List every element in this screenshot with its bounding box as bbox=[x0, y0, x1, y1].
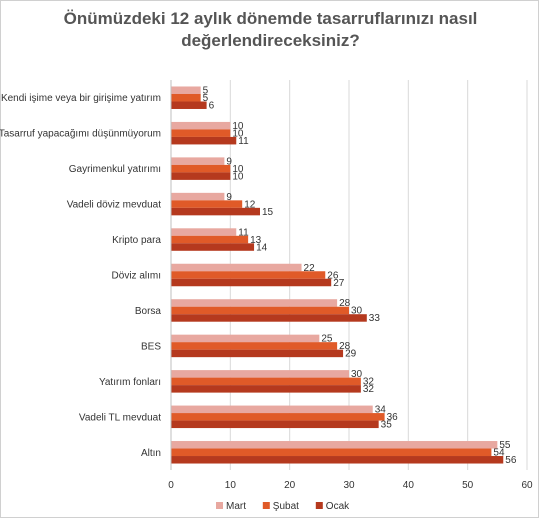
bar-şubat bbox=[171, 448, 492, 457]
chart-title: Önümüzdeki 12 aylık dönemde tasarrufları… bbox=[0, 8, 541, 52]
category-label: Kripto para bbox=[112, 235, 161, 246]
chart-title-line-1: Önümüzdeki 12 aylık dönemde tasarrufları… bbox=[63, 9, 478, 28]
bar-şubat bbox=[171, 342, 338, 350]
data-label: 28 bbox=[339, 298, 351, 309]
data-label: 13 bbox=[250, 235, 262, 246]
bar-ocak bbox=[171, 278, 332, 287]
bar-ocak bbox=[171, 420, 379, 429]
category-label: Altın bbox=[141, 448, 161, 459]
bar-mart bbox=[171, 405, 373, 414]
bar-mart bbox=[171, 370, 349, 378]
bar-mart bbox=[171, 157, 225, 165]
legend-label: Şubat bbox=[273, 501, 299, 512]
data-label: 32 bbox=[363, 384, 375, 395]
x-tick-label: 50 bbox=[462, 480, 474, 491]
data-label: 5 bbox=[203, 85, 209, 96]
data-label: 27 bbox=[333, 278, 345, 289]
legend-label: Ocak bbox=[326, 501, 350, 512]
bar-şubat bbox=[171, 164, 231, 173]
x-tick-label: 0 bbox=[168, 480, 174, 491]
data-label: 11 bbox=[238, 227, 249, 238]
bar-ocak bbox=[171, 101, 207, 109]
category-label: Vadeli döviz mevduat bbox=[67, 200, 162, 211]
bar-ocak bbox=[171, 456, 504, 464]
bar-ocak bbox=[171, 349, 344, 358]
data-label: 55 bbox=[499, 440, 511, 451]
data-label: 28 bbox=[339, 341, 351, 352]
bar-mart bbox=[171, 121, 231, 130]
bar-şubat bbox=[171, 413, 385, 421]
bar-şubat bbox=[171, 235, 249, 244]
bar-mart bbox=[171, 86, 201, 94]
bar-şubat bbox=[171, 271, 326, 279]
bar-ocak bbox=[171, 243, 255, 251]
data-label: 14 bbox=[256, 242, 268, 253]
data-label: 15 bbox=[262, 207, 274, 218]
data-label: 6 bbox=[209, 100, 215, 111]
category-label: Vadeli TL mevduat bbox=[79, 412, 161, 423]
data-label: 10 bbox=[232, 128, 244, 139]
data-label: 10 bbox=[232, 164, 244, 175]
data-label: 26 bbox=[327, 270, 339, 281]
category-label: Borsa bbox=[135, 306, 162, 317]
legend-swatch-şubat bbox=[262, 502, 270, 509]
chart-title-line-2: değerlendireceksiniz? bbox=[181, 31, 360, 50]
data-label: 11 bbox=[238, 136, 249, 147]
bar-şubat bbox=[171, 129, 231, 137]
data-label: 9 bbox=[226, 156, 232, 167]
bar-mart bbox=[171, 263, 302, 272]
bar-ocak bbox=[171, 207, 260, 216]
bar-mart bbox=[171, 192, 225, 201]
category-label: Kendi işime veya bir girişime yatırım bbox=[1, 93, 161, 104]
data-label: 9 bbox=[226, 192, 232, 203]
category-label: BES bbox=[141, 341, 161, 352]
data-label: 22 bbox=[304, 263, 316, 274]
data-label: 54 bbox=[493, 448, 505, 459]
bar-mart bbox=[171, 441, 498, 449]
data-label: 35 bbox=[381, 420, 393, 431]
data-label: 10 bbox=[232, 171, 244, 182]
bar-ocak bbox=[171, 172, 231, 180]
data-label: 36 bbox=[387, 412, 399, 423]
bar-şubat bbox=[171, 377, 361, 386]
bar-ocak bbox=[171, 385, 361, 393]
bar-şubat bbox=[171, 306, 349, 315]
data-label: 34 bbox=[375, 405, 387, 416]
legend-swatch-ocak bbox=[315, 502, 323, 509]
x-tick-label: 40 bbox=[403, 480, 415, 491]
data-label: 12 bbox=[244, 199, 256, 210]
category-label: Gayrimenkul yatırımı bbox=[69, 164, 161, 175]
x-tick-label: 30 bbox=[343, 480, 355, 491]
category-label: Tasarruf yapacağımı düşünmüyorum bbox=[0, 129, 161, 140]
x-tick-label: 60 bbox=[521, 480, 533, 491]
data-label: 29 bbox=[345, 349, 357, 360]
bar-mart bbox=[171, 334, 320, 343]
bar-şubat bbox=[171, 200, 243, 208]
category-label: Döviz alımı bbox=[112, 271, 161, 282]
data-label: 30 bbox=[351, 369, 363, 380]
category-label: Yatırım fonları bbox=[99, 377, 161, 388]
bar-mart bbox=[171, 228, 237, 236]
bar-şubat bbox=[171, 93, 201, 102]
bar-mart bbox=[171, 299, 338, 307]
data-label: 32 bbox=[363, 377, 375, 388]
bar-ocak bbox=[171, 314, 367, 322]
data-label: 33 bbox=[369, 313, 381, 324]
bar-ocak bbox=[171, 136, 237, 145]
x-tick-label: 20 bbox=[284, 480, 296, 491]
data-label: 25 bbox=[321, 334, 333, 345]
data-label: 56 bbox=[505, 455, 517, 466]
data-label: 10 bbox=[232, 121, 244, 132]
data-label: 30 bbox=[351, 306, 363, 317]
legend-label: Mart bbox=[226, 501, 246, 512]
legend-swatch-mart bbox=[216, 502, 223, 509]
data-label: 5 bbox=[203, 93, 209, 104]
x-tick-label: 10 bbox=[225, 480, 237, 491]
